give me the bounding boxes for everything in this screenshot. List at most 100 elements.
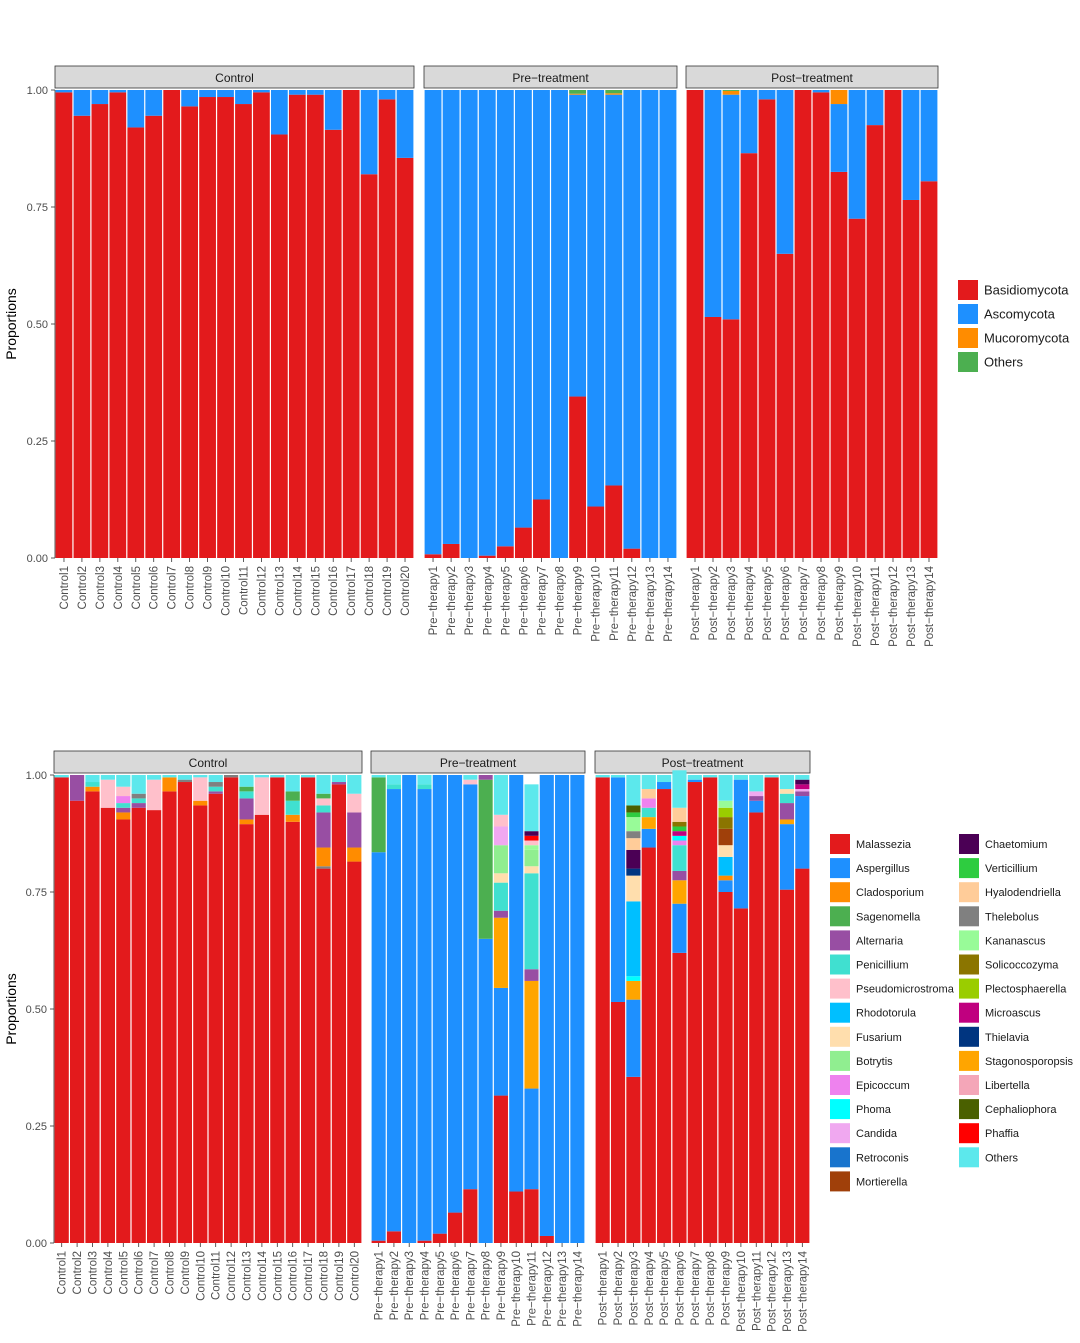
x-tick-label: Pre−therapy1 <box>374 1251 386 1320</box>
bar-segment-malassezia <box>641 847 656 1243</box>
bar-segment-alternaria <box>116 807 131 813</box>
bar-segment-others <box>417 775 432 785</box>
bar-segment-malassezia <box>85 791 100 1243</box>
bar-segment-mucoromycota <box>830 90 848 105</box>
x-tick-label: Pre−therapy14 <box>572 1250 584 1326</box>
bar-segment-pseudomicrostroma <box>493 814 508 827</box>
bar-segment-basidiomycota <box>902 199 920 559</box>
legend-swatch-thelebolus <box>959 906 979 927</box>
legend-swatch-libertella <box>959 1075 979 1095</box>
legend-swatch-phoma <box>830 1099 850 1120</box>
bar-segment-plectosphaerella <box>718 807 733 818</box>
x-tick-label: Control5 <box>131 566 143 609</box>
bar-segment-penicillium <box>285 800 300 815</box>
x-tick-label: Control9 <box>180 1251 192 1294</box>
x-tick-label: Control4 <box>103 1250 115 1294</box>
legend-label: Alternaria <box>856 935 904 947</box>
bar-segment-mucoromycota <box>722 90 740 95</box>
x-tick-label: Post−therapy10 <box>852 566 864 647</box>
legend-swatch-microascus <box>959 1002 979 1023</box>
bar-segment-malassezia <box>432 1233 447 1243</box>
bar-segment-cephaliophora <box>626 805 641 813</box>
bar-segment-penicillium <box>85 782 100 787</box>
facet-strip <box>54 65 415 89</box>
bar-segment-aspergillus <box>555 775 570 1243</box>
bar-segment-ascomycota <box>920 90 938 182</box>
x-tick-label: Post−therapy4 <box>644 1250 656 1325</box>
genus-stacked-bar-chart: Proportions 0.00 0.25 0.50 0.75 1.00 Control Co… <box>3 750 1074 1332</box>
bar-segment-pseudomicrostroma <box>463 779 478 785</box>
bar-segment-thelebolus <box>177 779 192 783</box>
legend-swatch-malassezia <box>830 834 850 854</box>
x-tick-label: Pre−therapy12 <box>627 566 639 642</box>
bar-segment-malassezia <box>448 1212 463 1243</box>
legend-label: Stagonosporopsis <box>985 1056 1074 1068</box>
bar-segment-botrytis <box>524 849 539 867</box>
x-tick-label: Post−therapy14 <box>924 565 936 646</box>
legend-label: Basidiomycota <box>984 283 1069 298</box>
bar-segment-fusarium <box>524 866 539 874</box>
bar-segment-cladosporium <box>316 847 331 867</box>
bar-segment-basidiomycota <box>324 129 342 558</box>
x-tick-label: Pre−therapy8 <box>555 566 567 635</box>
legend-swatch-candida <box>830 1123 850 1144</box>
bar-segment-ascomycota <box>659 90 677 558</box>
legend-label: Candida <box>856 1128 898 1140</box>
x-tick-label: Pre−therapy5 <box>435 1251 447 1320</box>
bar-segment-pseudomicrostroma <box>316 798 331 806</box>
bar-segment-ascomycota <box>569 94 587 397</box>
y-tick-label: 0.25 <box>26 1121 47 1133</box>
legend-label: Thielavia <box>985 1032 1030 1044</box>
bar-segment-aspergillus <box>539 775 554 1236</box>
legend-label: Mortierella <box>856 1176 908 1188</box>
bar-segment-verticillium <box>626 812 641 818</box>
x-tick-label: Control10 <box>195 1251 207 1301</box>
x-tick-label: Post−therapy5 <box>659 1251 671 1325</box>
legend-label: Others <box>984 355 1024 370</box>
x-tick-label: Control12 <box>256 566 268 616</box>
bar-segment-ascomycota <box>551 90 568 558</box>
bar-segment-cladosporium <box>85 786 100 792</box>
bar-segment-others <box>316 775 331 794</box>
bar-segment-basidiomycota <box>686 90 704 558</box>
bar-segment-fusarium <box>718 845 733 857</box>
x-tick-label: Pre−therapy1 <box>428 566 440 635</box>
bar-segment-ascomycota <box>73 90 91 116</box>
bar-segment-sagenomella <box>371 777 386 853</box>
bar-segment-malassezia <box>657 789 672 1243</box>
bar-segment-aspergillus <box>657 782 672 790</box>
bar-segment-ascomycota <box>533 90 550 500</box>
bar-segment-others <box>749 775 764 792</box>
bar-segment-cladosporium <box>285 814 300 822</box>
bar-segment-kananascus <box>718 800 733 808</box>
bar-segment-penicillium <box>316 805 331 813</box>
bar-segment-malassezia <box>386 1231 401 1243</box>
bar-segment-pseudomicrostroma <box>100 779 115 808</box>
bar-segment-hyalodendriella <box>641 789 656 799</box>
bar-segment-others <box>147 775 162 780</box>
x-tick-label: Control14 <box>292 565 304 615</box>
bar-segment-ascomycota <box>902 90 920 200</box>
bar-segment-others <box>54 775 69 778</box>
bar-segment-pseudomicrostroma <box>147 779 162 811</box>
bar-segment-epicoccum <box>116 796 131 804</box>
bar-segment-fusarium <box>779 789 795 794</box>
x-tick-label: Pre−therapy2 <box>446 566 458 635</box>
legend-swatch-penicillium <box>830 954 850 975</box>
facet-strip <box>423 65 678 89</box>
legend-label: Retroconis <box>856 1152 909 1164</box>
x-tick-label: Control20 <box>400 566 412 616</box>
bar-segment-malassezia <box>733 908 748 1243</box>
bar-segment-others <box>703 775 718 778</box>
bar-segment-mucoromycota <box>605 93 623 95</box>
bar-segment-others <box>177 775 192 780</box>
bar-segment-basidiomycota <box>109 92 127 558</box>
bar-segment-malassezia <box>779 889 795 1243</box>
bar-segment-ascomycota <box>181 90 198 107</box>
x-tick-label: Pre−therapy7 <box>465 1251 477 1320</box>
legend-swatch-stagonosporopsis <box>959 1050 979 1071</box>
bar-segment-thelebolus <box>626 831 641 839</box>
legend-label: Penicillium <box>856 959 909 971</box>
bar-segment-others <box>347 775 362 794</box>
bar-segment-malassezia <box>718 892 733 1243</box>
